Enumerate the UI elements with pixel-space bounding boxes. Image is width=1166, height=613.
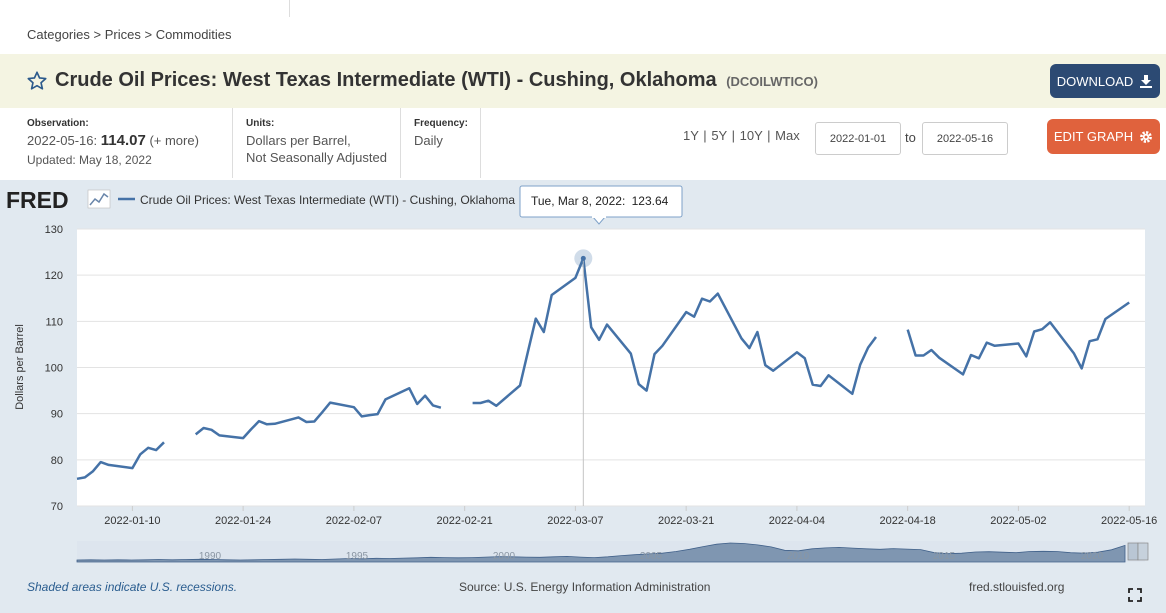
navigator-area	[76, 542, 1126, 563]
navigator-handle-left[interactable]	[1127, 542, 1139, 561]
y-axis-label: Dollars per Barrel	[14, 324, 26, 410]
range-1y[interactable]: 1Y	[683, 128, 699, 143]
source-note: Source: U.S. Energy Information Administ…	[459, 580, 711, 594]
y-tick-label: 110	[45, 316, 63, 328]
x-tick-label: 2022-05-16	[1101, 515, 1157, 527]
x-tick-label: 2022-02-21	[437, 515, 493, 527]
series-id: (DCOILWTICO)	[726, 74, 818, 89]
breadcrumb-separator: >	[93, 27, 102, 42]
navigator-year-label: 1995	[346, 551, 369, 562]
navigator-year-label: 2020	[1081, 551, 1104, 562]
site-link[interactable]: fred.stlouisfed.org	[969, 580, 1065, 594]
to-label: to	[905, 130, 916, 145]
series-line[interactable]	[194, 387, 442, 440]
y-tick-label: 100	[45, 363, 63, 375]
divider	[289, 0, 290, 17]
y-tick-label: 80	[51, 455, 63, 467]
x-tick-label: 2022-04-04	[769, 515, 825, 527]
chart[interactable]: FRED Crude Oil Prices: West Texas Interm…	[0, 180, 1166, 580]
page-title: Crude Oil Prices: West Texas Intermediat…	[55, 69, 818, 92]
edit-graph-label: EDIT GRAPH	[1053, 129, 1134, 144]
navigator-year-label: 2000	[493, 551, 516, 562]
observation-value-line: 2022-05-16: 114.07 (+ more)	[27, 132, 232, 149]
units-line1: Dollars per Barrel,	[246, 133, 351, 148]
navigator[interactable]: 1990 1995 2000 2005 2010 2015 2020	[76, 541, 1149, 563]
series-title: Crude Oil Prices: West Texas Intermediat…	[55, 69, 717, 91]
observation-label: Observation:	[27, 118, 89, 129]
units-block: Units: Dollars per Barrel, Not Seasonall…	[246, 108, 401, 178]
y-tick-label: 70	[51, 501, 63, 513]
fullscreen-icon[interactable]	[1128, 588, 1142, 602]
breadcrumb-separator: >	[144, 27, 153, 42]
fred-logo[interactable]: FRED	[6, 187, 69, 213]
download-label: DOWNLOAD	[1056, 73, 1134, 89]
x-tick-label: 2022-01-10	[104, 515, 160, 527]
breadcrumb-prices[interactable]: Prices	[104, 27, 141, 42]
range-separator: |	[703, 128, 707, 143]
series-line[interactable]	[472, 257, 878, 408]
x-tick-label: 2022-02-07	[326, 515, 382, 527]
navigator-year-label: 2015	[933, 551, 956, 562]
observation-value: 114.07	[100, 132, 146, 149]
range-separator: |	[731, 128, 735, 143]
gear-icon	[1140, 130, 1153, 143]
date-from-input[interactable]: 2022-01-01	[815, 122, 901, 155]
fred-logo-icon	[87, 189, 111, 209]
range-max[interactable]: Max	[775, 128, 800, 143]
frequency-label: Frequency:	[414, 118, 468, 129]
tooltip-value: 123.64	[632, 194, 669, 208]
observation-date: 2022-05-16:	[27, 133, 98, 148]
star-icon[interactable]	[26, 70, 48, 92]
edit-graph-button[interactable]: EDIT GRAPH	[1047, 119, 1160, 154]
observation-block: Observation: 2022-05-16: 114.07 (+ more)…	[27, 108, 233, 178]
frequency-value: Daily	[414, 133, 443, 148]
svg-text:Tue, Mar 8, 2022: 123.64: Tue, Mar 8, 2022: 123.64	[531, 194, 669, 208]
units-label: Units:	[246, 118, 275, 129]
x-tick-label: 2022-03-07	[547, 515, 603, 527]
tooltip-date: Tue, Mar 8, 2022:	[531, 194, 625, 208]
series-line[interactable]	[76, 441, 165, 481]
top-strip	[0, 0, 1166, 17]
x-tick-label: 2022-03-21	[658, 515, 714, 527]
more-link[interactable]: (+ more)	[149, 133, 199, 148]
breadcrumb: Categories > Prices > Commodities	[27, 27, 232, 42]
range-links: 1Y | 5Y | 10Y | Max	[683, 128, 800, 143]
title-bar	[0, 54, 1166, 108]
download-icon	[1140, 75, 1153, 88]
y-tick-label: 130	[45, 224, 63, 236]
range-separator: |	[767, 128, 771, 143]
date-to-input[interactable]: 2022-05-16	[922, 122, 1008, 155]
range-5y[interactable]: 5Y	[711, 128, 727, 143]
breadcrumb-commodities[interactable]: Commodities	[155, 27, 232, 42]
updated-date: Updated: May 18, 2022	[27, 153, 152, 167]
units-line2: Not Seasonally Adjusted	[246, 150, 387, 165]
download-button[interactable]: DOWNLOAD	[1050, 64, 1160, 98]
range-10y[interactable]: 10Y	[739, 128, 763, 143]
navigator-year-label: 2005	[640, 551, 663, 562]
x-tick-label: 2022-04-18	[880, 515, 936, 527]
x-tick-label: 2022-05-02	[990, 515, 1046, 527]
y-tick-label: 120	[45, 270, 63, 282]
recession-note: Shaded areas indicate U.S. recessions.	[27, 580, 238, 594]
breadcrumb-categories[interactable]: Categories	[27, 27, 90, 42]
legend-label[interactable]: Crude Oil Prices: West Texas Intermediat…	[140, 193, 515, 207]
navigator-year-label: 2010	[787, 551, 810, 562]
navigator-year-label: 1990	[199, 551, 222, 562]
frequency-block: Frequency: Daily	[414, 108, 481, 178]
data-point-hover[interactable]	[580, 255, 586, 261]
x-tick-label: 2022-01-24	[215, 515, 271, 527]
series-line[interactable]	[906, 301, 1130, 376]
navigator-handle-right[interactable]	[1137, 542, 1149, 561]
tooltip: Tue, Mar 8, 2022: 123.64	[519, 185, 683, 225]
y-tick-label: 90	[51, 409, 63, 421]
